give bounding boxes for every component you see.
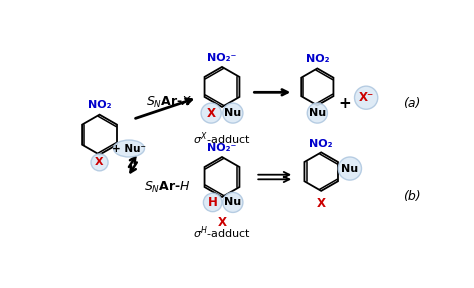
Text: +: + xyxy=(338,96,351,111)
Text: NO₂: NO₂ xyxy=(306,54,329,64)
Text: (a): (a) xyxy=(403,97,420,110)
Circle shape xyxy=(338,157,362,180)
Text: X: X xyxy=(218,216,227,229)
Text: $\sigma^H$-adduct: $\sigma^H$-adduct xyxy=(193,225,251,241)
Text: X: X xyxy=(317,197,326,210)
Text: X: X xyxy=(95,157,104,167)
Text: X⁻: X⁻ xyxy=(358,91,374,104)
Circle shape xyxy=(223,103,243,123)
Text: NO₂: NO₂ xyxy=(88,100,111,110)
Text: NO₂⁻: NO₂⁻ xyxy=(207,53,237,63)
Circle shape xyxy=(223,192,243,213)
Text: NO₂: NO₂ xyxy=(310,139,333,149)
Text: H: H xyxy=(208,196,218,209)
Text: $S_N$Ar-$X$: $S_N$Ar-$X$ xyxy=(146,95,192,110)
Text: + Nu⁻: + Nu⁻ xyxy=(112,143,146,154)
Circle shape xyxy=(201,103,221,123)
Text: $S_N$Ar-$H$: $S_N$Ar-$H$ xyxy=(144,179,191,195)
Circle shape xyxy=(307,103,328,123)
Text: NO₂⁻: NO₂⁻ xyxy=(207,143,237,153)
Text: Nu: Nu xyxy=(309,108,326,118)
Text: Nu: Nu xyxy=(341,164,358,174)
Circle shape xyxy=(91,154,108,171)
Circle shape xyxy=(355,86,378,109)
Text: Nu: Nu xyxy=(224,108,241,118)
Text: X: X xyxy=(207,107,216,120)
Text: (b): (b) xyxy=(403,190,421,203)
Ellipse shape xyxy=(113,140,145,157)
Text: Nu: Nu xyxy=(224,197,241,207)
Circle shape xyxy=(203,193,222,212)
Text: $\sigma^X$-adduct: $\sigma^X$-adduct xyxy=(193,130,251,147)
